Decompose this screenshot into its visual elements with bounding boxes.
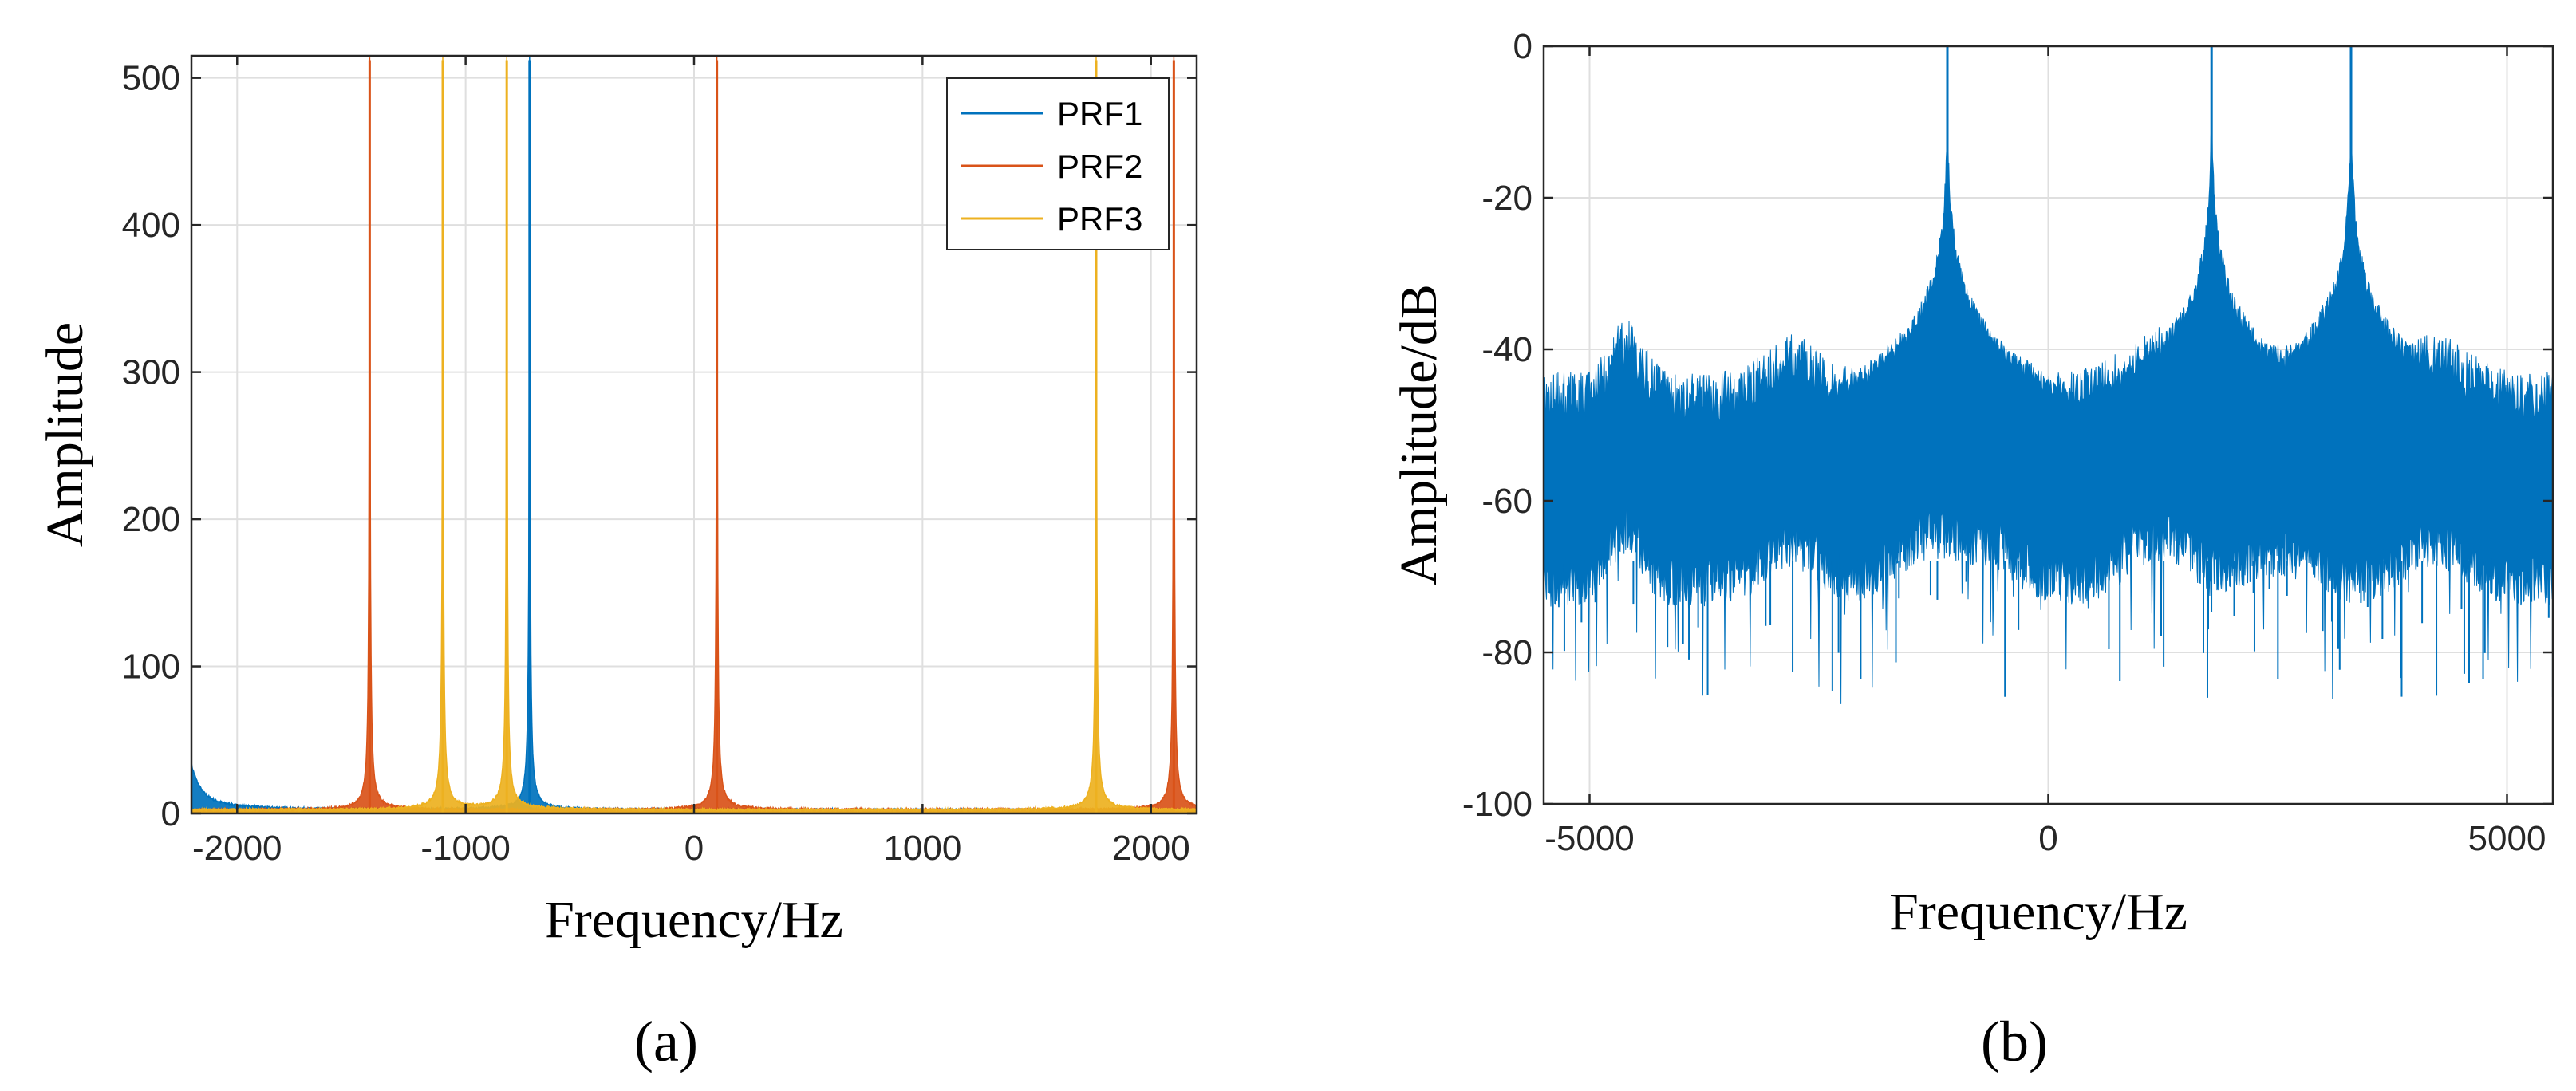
panel-a-x-axis-label: Frequency/Hz [545, 891, 843, 949]
panel-b-y-tick-labels: -100 -80 -60 -40 -20 0 [1462, 27, 1533, 824]
y-tick-label: 400 [122, 206, 180, 245]
x-tick-label: 1000 [883, 829, 961, 868]
panel-b-y-axis-label: Amplitude/dB [1390, 284, 1448, 585]
legend-label-prf1: PRF1 [1057, 95, 1142, 132]
panel-a-ticks [191, 56, 1197, 815]
x-tick-label: 2000 [1112, 829, 1190, 868]
y-tick-label: 100 [122, 648, 180, 687]
y-tick-label: 0 [161, 794, 180, 833]
x-tick-label: -2000 [192, 829, 282, 868]
x-tick-label: -5000 [1544, 819, 1635, 858]
y-tick-label: -20 [1481, 179, 1533, 218]
legend-label-prf2: PRF2 [1057, 148, 1142, 185]
panel-b: -5000 0 5000 -100 -80 -60 -40 -20 0 Frequency/H… [1390, 27, 2554, 1073]
panel-a-x-tick-labels: -2000 -1000 0 1000 2000 [192, 829, 1190, 868]
panel-b-x-axis-label: Frequency/Hz [1889, 883, 2187, 941]
y-tick-label: -40 [1481, 330, 1533, 369]
y-tick-label: -60 [1481, 482, 1533, 521]
y-tick-label: 0 [1513, 27, 1533, 66]
panel-b-caption: (b) [1981, 1010, 2048, 1073]
panel-a-y-axis-label: Amplitude [36, 322, 94, 547]
x-tick-label: -1000 [420, 829, 511, 868]
panel-a: -2000 -1000 0 1000 2000 0 100 200 300 400 500 Fre… [36, 54, 1198, 1073]
panel-a-y-tick-labels: 0 100 200 300 400 500 [122, 59, 180, 833]
y-tick-label: 300 [122, 353, 180, 392]
y-tick-label: 500 [122, 59, 180, 98]
legend-box [946, 77, 1170, 250]
panel-a-legend: PRF1 PRF2 PRF3 [946, 77, 1170, 250]
x-tick-label: 0 [2038, 819, 2057, 858]
y-tick-label: -80 [1481, 633, 1533, 672]
panel-b-x-tick-labels: -5000 0 5000 [1544, 819, 2546, 858]
panel-a-caption: (a) [634, 1010, 698, 1073]
x-tick-label: 5000 [2468, 819, 2546, 858]
panel-b-ticks [1544, 45, 2553, 805]
x-tick-label: 0 [684, 829, 704, 868]
y-tick-label: 200 [122, 500, 180, 539]
y-tick-label: -100 [1462, 785, 1533, 824]
legend-label-prf3: PRF3 [1057, 200, 1142, 238]
